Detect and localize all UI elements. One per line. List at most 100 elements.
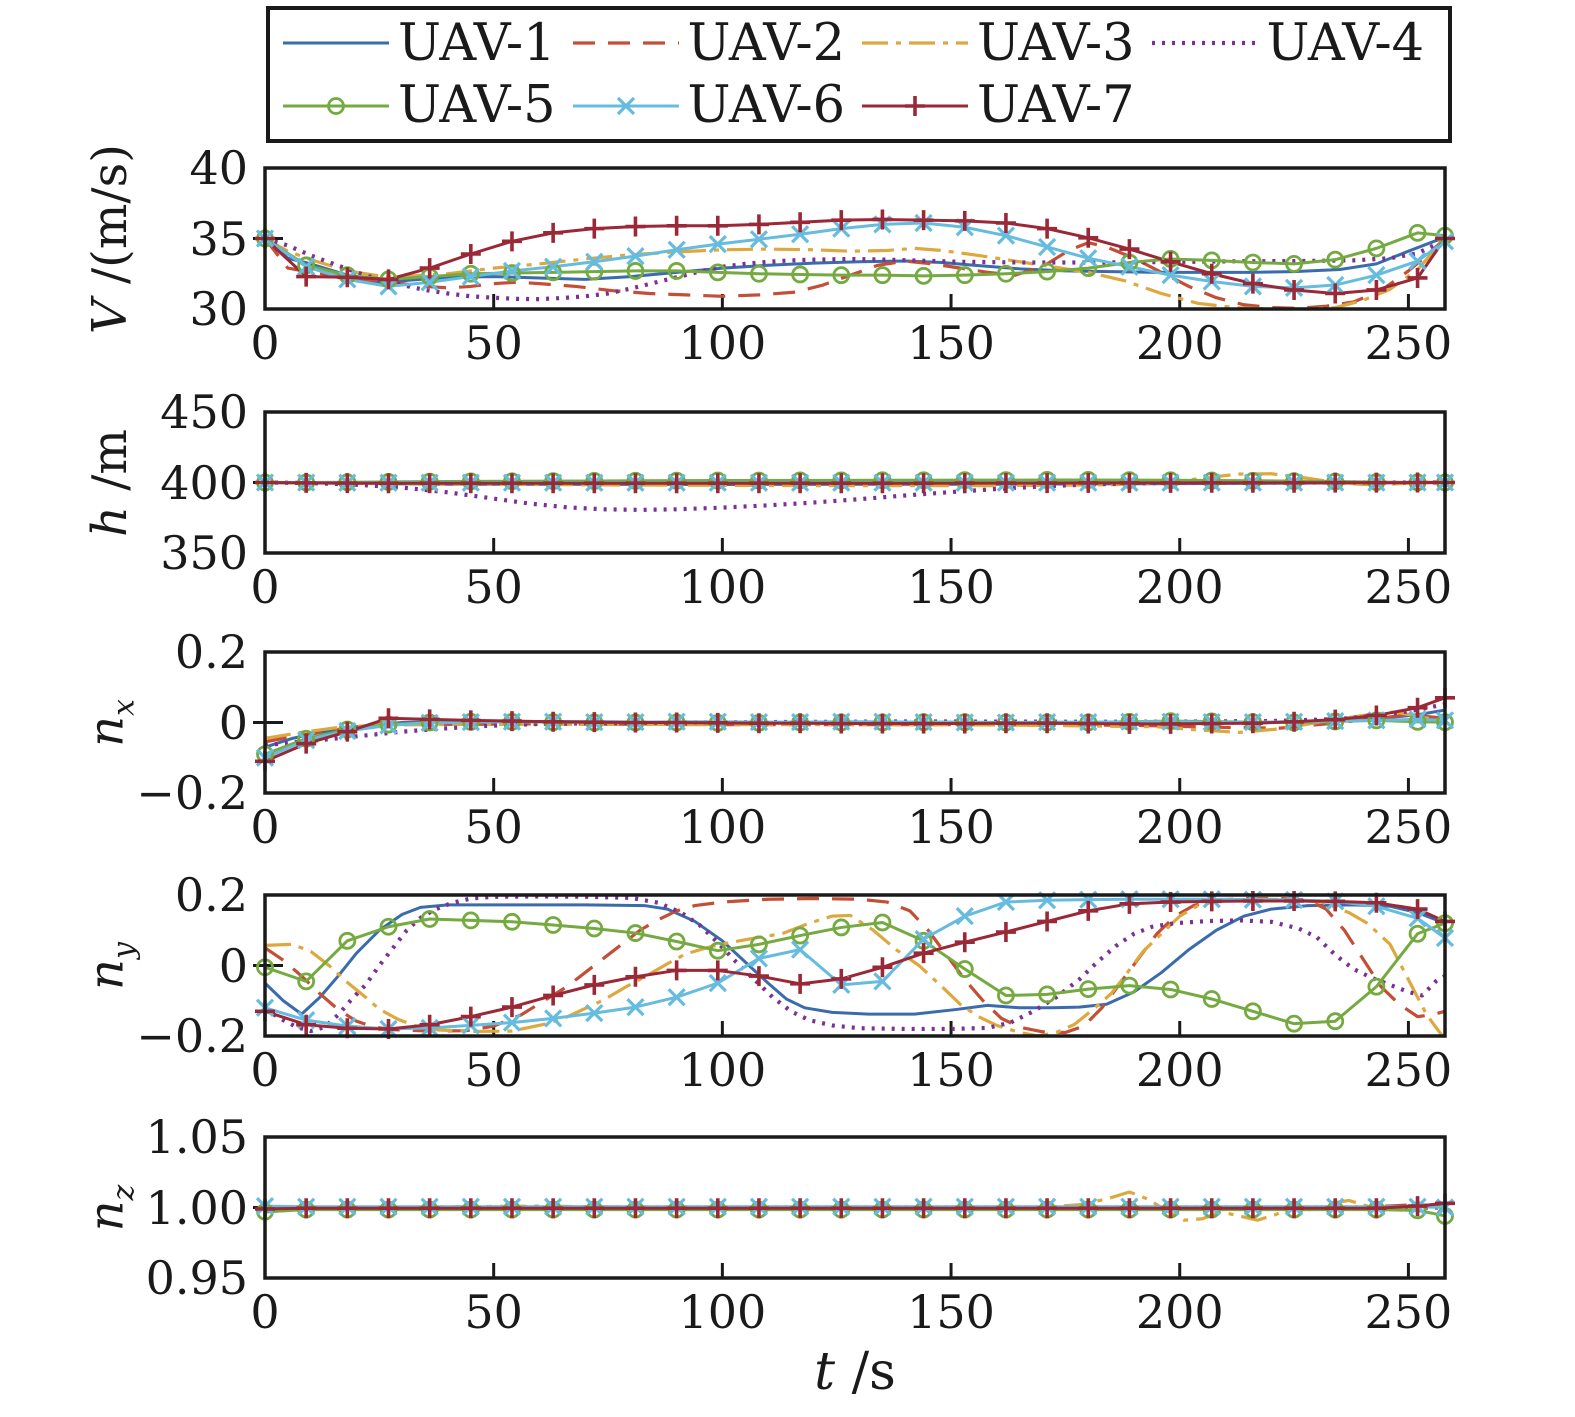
- y-axis-label-nx: nx: [79, 699, 142, 747]
- y-tick-label: −0.2: [136, 1009, 248, 1063]
- x-tick-label: 50: [464, 1285, 523, 1339]
- legend-line-sample-uav-4: [1151, 41, 1258, 46]
- y-axis-variable: n: [78, 958, 135, 990]
- chart-panel-nz: [253, 1135, 1455, 1280]
- chart-panel-altitude: [253, 410, 1455, 555]
- x-tick-label: 0: [250, 1285, 280, 1339]
- y-axis-subscript: y: [106, 941, 142, 959]
- y-tick-label: 350: [160, 526, 248, 580]
- x-tick-label: 100: [678, 1043, 767, 1097]
- x-tick-label: 200: [1135, 560, 1224, 614]
- legend-label: UAV-5: [398, 76, 556, 136]
- legend: UAV-1 UAV-2 UAV-3 UAV-4 UAV-5 UAV-6 UAV-7: [266, 6, 1452, 143]
- legend-label: UAV-7: [977, 76, 1135, 136]
- legend-label: UAV-2: [687, 13, 846, 73]
- x-tick-label: 250: [1364, 800, 1453, 854]
- chart-panel-ny: [253, 890, 1455, 1039]
- legend-item-uav-3: UAV-3: [859, 18, 1149, 69]
- y-tick-label: 40: [189, 141, 248, 195]
- x-tick-label: 200: [1135, 800, 1224, 854]
- series-line-uav-7: [265, 217, 1445, 295]
- chart-panel-velocity: [253, 166, 1455, 311]
- x-tick-label: 150: [907, 1043, 995, 1097]
- x-tick-label: 200: [1135, 1285, 1224, 1339]
- y-tick-label: 0.95: [145, 1251, 248, 1305]
- legend-item-uav-2: UAV-2: [570, 18, 860, 69]
- legend-item-uav-4: UAV-4: [1149, 18, 1439, 69]
- y-tick-label: −0.2: [136, 766, 248, 820]
- series-line-uav-5: [265, 917, 1445, 1026]
- y-tick-label: 0.2: [174, 625, 248, 679]
- x-axis-units: /s: [835, 1342, 896, 1402]
- x-tick-label: 150: [907, 800, 995, 854]
- legend-label: UAV-4: [1266, 13, 1425, 73]
- y-axis-label-altitude: h /m: [82, 429, 138, 537]
- x-tick-label: 150: [907, 316, 995, 370]
- x-tick-label: 250: [1364, 1285, 1453, 1339]
- x-tick-label: 50: [464, 1043, 523, 1097]
- series-line-uav-1: [265, 235, 1445, 284]
- y-axis-variable: n: [78, 1199, 135, 1231]
- series-line-uav-1: [265, 903, 1445, 1016]
- legend-label: UAV-3: [977, 13, 1135, 73]
- y-axis-label-ny: ny: [79, 942, 142, 990]
- series-line-uav-5: [265, 1208, 1445, 1218]
- x-tick-label: 100: [678, 1285, 767, 1339]
- y-axis-subscript: x: [106, 698, 142, 716]
- legend-item-uav-5: UAV-5: [280, 80, 570, 131]
- legend-line-sample-uav-1: [283, 41, 389, 45]
- series-line-uav-3: [265, 237, 1445, 309]
- y-tick-label: 400: [160, 455, 248, 510]
- series-line-uav-4: [265, 236, 1445, 302]
- x-tick-label: 100: [678, 800, 767, 854]
- legend-line-sample-uav-7: [862, 95, 968, 116]
- y-tick-label: 35: [189, 211, 248, 266]
- x-tick-label: 150: [907, 560, 995, 614]
- x-tick-label: 0: [250, 316, 280, 370]
- series-line-uav-7: [265, 481, 1445, 485]
- x-tick-label: 100: [678, 560, 767, 614]
- legend-item-uav-7: UAV-7: [859, 80, 1149, 131]
- x-tick-label: 50: [464, 316, 523, 370]
- y-tick-label: 0.2: [174, 868, 248, 922]
- y-tick-label: 0: [218, 695, 248, 750]
- y-axis-label-nz: nz: [79, 1184, 142, 1231]
- y-tick-label: 0: [218, 938, 248, 993]
- legend-item-uav-6: UAV-6: [570, 80, 860, 131]
- x-tick-label: 150: [907, 1285, 995, 1339]
- y-tick-label: 30: [189, 282, 248, 336]
- y-axis-subscript: z: [106, 1184, 142, 1200]
- x-tick-label: 0: [250, 1043, 280, 1097]
- y-axis-units: /m: [82, 428, 138, 506]
- x-tick-label: 250: [1364, 316, 1453, 370]
- y-axis-variable: n: [78, 715, 135, 747]
- y-axis-variable: V: [82, 298, 138, 334]
- y-tick-label: 1.00: [145, 1180, 248, 1235]
- x-tick-label: 50: [464, 800, 523, 854]
- x-tick-label: 250: [1364, 560, 1453, 614]
- legend-label: UAV-6: [687, 76, 846, 136]
- x-tick-label: 0: [250, 800, 280, 854]
- x-tick-label: 0: [250, 560, 280, 614]
- y-axis-label-velocity: V /(m/s): [82, 144, 138, 334]
- y-tick-label: 1.05: [145, 1110, 248, 1164]
- y-tick-label: 450: [160, 385, 248, 439]
- chart-panel-nx: [253, 650, 1455, 795]
- x-tick-label: 250: [1364, 1043, 1453, 1097]
- x-tick-label: 200: [1135, 1043, 1224, 1097]
- x-tick-label: 50: [464, 560, 523, 614]
- legend-line-sample-uav-5: [283, 96, 389, 115]
- y-axis-units: /(m/s): [82, 143, 138, 299]
- series-line-uav-3: [265, 710, 1445, 740]
- x-tick-label: 100: [678, 316, 767, 370]
- x-axis-label: t /s: [814, 1342, 896, 1402]
- y-axis-variable: h: [82, 505, 138, 537]
- series-line-uav-4: [265, 895, 1445, 1034]
- legend-label: UAV-1: [398, 13, 556, 73]
- legend-line-sample-uav-6: [572, 96, 679, 115]
- series-line-uav-4: [265, 480, 1445, 512]
- x-tick-label: 200: [1135, 316, 1224, 370]
- legend-line-sample-uav-3: [862, 41, 968, 45]
- x-axis-variable: t: [814, 1342, 836, 1402]
